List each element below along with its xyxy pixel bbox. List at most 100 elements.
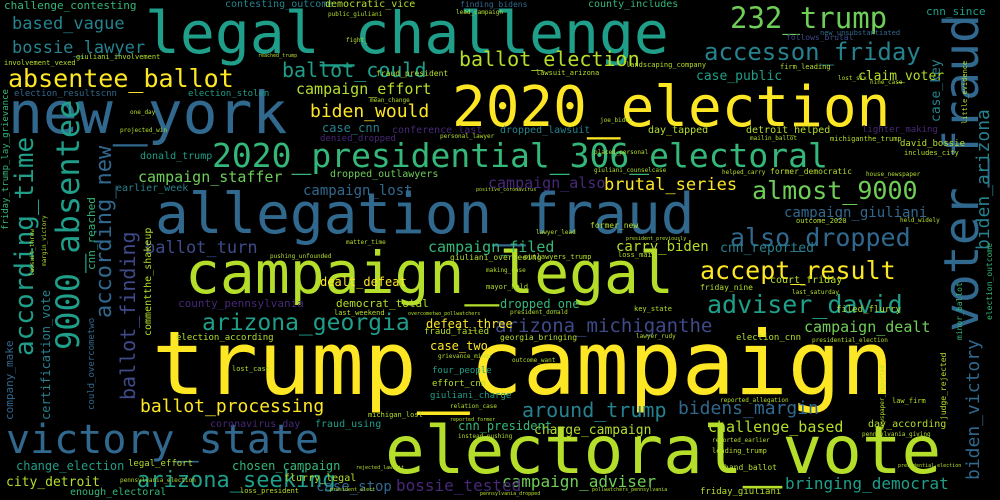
word-mean-change: mean_change xyxy=(370,97,410,104)
word-new-unsubstantiated: new_unsubstantiated xyxy=(820,29,901,37)
word-earlier-week: earlier_week xyxy=(116,183,189,194)
word-almost-9000: almost_9000 xyxy=(752,176,918,205)
word-case-public: case_public xyxy=(696,69,783,84)
word-michiganthe-trump: michiganthe_trump xyxy=(830,135,902,143)
word-legal-challenge: legal_challenge xyxy=(145,0,669,67)
word-house-newspaper: house_newspaper xyxy=(866,171,921,178)
word-president-previously: president_previously xyxy=(626,236,687,242)
word-judge-rejected: judge_rejected xyxy=(939,352,948,420)
word-giuliani-counselcase: giuliani_counselcase xyxy=(594,167,667,174)
word-lead-campaign: lead_campaign xyxy=(456,9,503,16)
word-campaign-legal: campaign_legal xyxy=(185,239,674,307)
word-9000-absentee: 9000_absentee xyxy=(49,99,87,350)
word-court-friday: court_friday xyxy=(770,275,843,286)
word-case-two: case_two xyxy=(430,339,488,353)
word-lawyer-rudy: lawyer_rudy xyxy=(636,333,676,340)
word-finding-bidens: finding_bidens xyxy=(460,0,528,9)
word-reported-former: reported_former xyxy=(450,417,496,423)
word-also-dropped: also_dropped xyxy=(730,223,911,252)
word-involvement-vexed: involvement_vexed xyxy=(4,59,76,67)
word-campaign-lost: campaign_lost xyxy=(303,183,413,199)
word-lighter-making: lighter_making xyxy=(862,125,938,135)
word-reached-trump: reached_trump xyxy=(258,53,298,59)
word-case-key: case_key xyxy=(929,59,944,122)
word-biden-arizona: biden_arizona xyxy=(973,109,994,250)
word-brutal-series: brutal_series xyxy=(604,175,738,195)
word-bidens-margin: bidens_margin xyxy=(678,398,819,419)
word-projected-win: projected_win xyxy=(120,127,167,134)
word-key-state: key_state xyxy=(634,305,672,313)
word-around-trump: around_trump xyxy=(522,398,667,422)
word-minor-ballot: minor_ballot xyxy=(955,282,964,340)
word-defeat-three: defeat_three xyxy=(426,317,513,331)
word-allegation-fraud: allegation_fraud xyxy=(155,182,695,247)
word-firm-leading: firm_leading xyxy=(780,63,831,71)
word-based-vague: based_vague xyxy=(12,14,125,34)
word-biden-victory: biden_victory xyxy=(963,339,984,480)
word-david-bossie: david_bossie xyxy=(900,139,966,149)
word-enough-electoral: enough_electoral xyxy=(70,487,167,498)
word-presidential-election: presidential_election xyxy=(812,337,888,344)
word-claim-voter: claim_voter xyxy=(858,69,945,84)
word-conference-last: conference_last xyxy=(392,125,483,136)
word-city-detroit: city_detroit xyxy=(6,475,100,490)
word-positive-coronavirus: positive_coronavirus xyxy=(476,187,537,193)
word-helped-carry: helped_carry xyxy=(722,169,766,176)
word-outlawyers-trump: outlawyers_trump xyxy=(524,253,592,261)
word-county-pennsylvania: county_pennsylvania xyxy=(178,297,304,310)
word-placed-personal: placed_personal xyxy=(594,149,649,156)
word-presidential-election-2: presidential_election xyxy=(898,463,962,469)
word-election-according: election_according xyxy=(176,333,274,343)
word-biden-would: biden_would xyxy=(310,101,430,122)
word-outcome-2020: outcome_2020 xyxy=(796,217,847,225)
word-arizona-seeking: arizona_seeking xyxy=(137,468,336,493)
word-margin-victory: margin_victory xyxy=(41,215,48,266)
word-charge-campaign: charge_campaign xyxy=(534,423,652,438)
word-former-new: former_new xyxy=(590,221,639,230)
word-giuliani-overseeing: giuliani_overseeing xyxy=(450,253,542,262)
word-county-includes: county_includes xyxy=(588,0,679,10)
word-lawyer-lead: lawyer_lead xyxy=(536,229,576,236)
word-instead-pushing: instead_pushing xyxy=(458,433,513,440)
word-lost-six: lost_six xyxy=(838,75,867,82)
word-personal-lawyer: personal_lawyer xyxy=(440,133,495,140)
word-four-people: four_people xyxy=(432,366,492,376)
word-lawsuit-arizona: lawsuit_arizona xyxy=(536,69,600,77)
word-election-outcome: election_outcome xyxy=(985,242,994,320)
word-accesson-friday: accesson_friday xyxy=(704,38,921,66)
word-case-stop: case_stop xyxy=(316,479,392,495)
word-newspaper-reported: newspaper_reported xyxy=(879,364,886,430)
word-loss-president: loss_president xyxy=(240,487,300,495)
word-hand-ballot: hand_ballot xyxy=(724,463,777,472)
word-lost-case: lost_case xyxy=(232,365,270,373)
word-matter-time: matter_time xyxy=(346,239,386,246)
word-election-resultscnn: election_resultscnn xyxy=(14,89,117,99)
word-mayor-held: mayor_held xyxy=(486,283,529,291)
word-president-elect: president_elect xyxy=(330,487,376,493)
word-little-evidence: little_evidence xyxy=(961,60,969,124)
word-ballot-turn: ballot_turn xyxy=(145,238,258,258)
word-friday-nine: friday_nine xyxy=(700,283,753,292)
word-2020-election: 2020_election xyxy=(452,75,891,140)
word-challenge-based: challenge_based xyxy=(708,418,844,436)
word-joe-biden: joe_biden xyxy=(600,117,633,124)
word-campaign-adviser: campaign_adviser xyxy=(502,472,657,491)
word-outcome-want: outcome_want xyxy=(512,357,556,364)
word-election-cnn: election_cnn xyxy=(736,333,802,343)
word-pennsylvania-dropped: pennsylvania_dropped xyxy=(480,491,541,497)
word-includes-city: includes_city xyxy=(904,149,959,157)
word-fight: fight_ xyxy=(346,37,368,44)
word-grievance-minor: grievance_minor xyxy=(438,353,493,360)
word-lawsuit-throw: lawsuit_throw xyxy=(29,229,36,276)
word-could-overcometwo: could_overcometwo xyxy=(87,317,97,410)
word-law-firm: law_firm xyxy=(892,397,926,405)
word-challenge-contesting: challenge_contesting xyxy=(4,0,137,12)
word-case-cnn: case_cnn xyxy=(322,121,380,135)
word-coronavirus-day: coronavirus_day xyxy=(210,419,301,430)
word-campaign-filed: campaign_filed xyxy=(428,238,555,256)
word-dropped-lawsuit: dropped_lawsuit xyxy=(500,125,591,136)
word-bossie-lawyer: bossie_lawyer xyxy=(12,38,146,58)
word-contesting-outcome: contesting_outcome xyxy=(225,0,334,10)
word-held-widely: held_widely xyxy=(900,217,940,224)
